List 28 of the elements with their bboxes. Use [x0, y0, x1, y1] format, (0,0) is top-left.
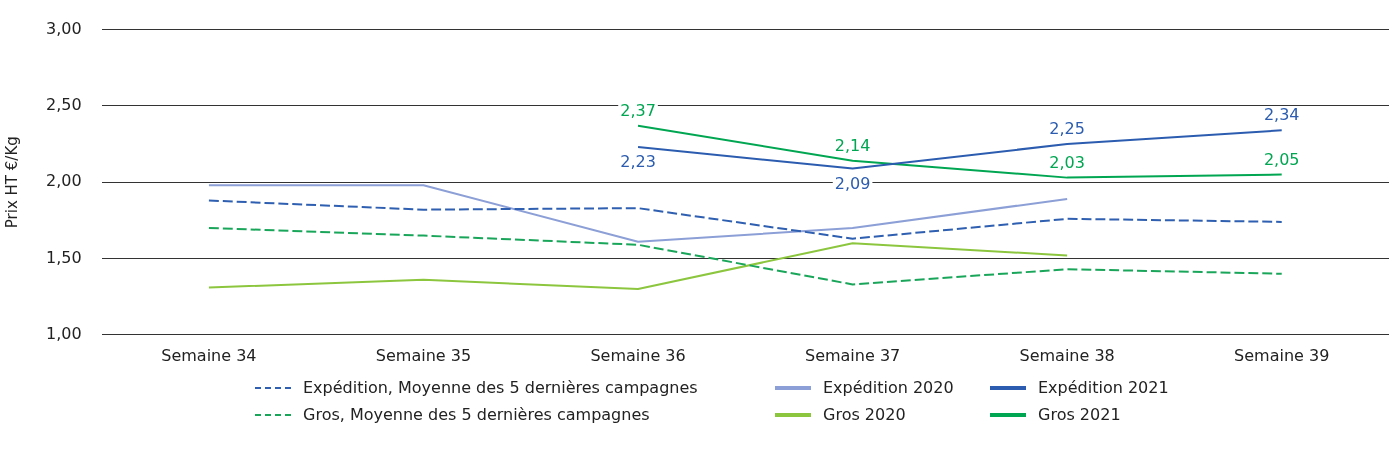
legend-label: Expédition 2021: [1038, 378, 1169, 397]
y-axis-title: Prix HT €/Kg: [2, 136, 21, 229]
data-label: 2,23: [620, 152, 656, 172]
data-label: 2,14: [834, 135, 871, 155]
data-label: 2,34: [1263, 105, 1300, 125]
y-tick-label: 1,50: [46, 247, 82, 267]
x-tick-label: Semaine 36: [590, 345, 686, 365]
x-tick-label: Semaine 37: [804, 345, 901, 365]
data-label: 2,05: [1263, 149, 1300, 169]
legend-label: Gros 2021: [1038, 405, 1121, 424]
legend-label: Expédition, Moyenne des 5 dernières campagnes: [303, 378, 698, 397]
x-tick-label: Semaine 39: [1234, 345, 1330, 365]
y-tick-label: 1,00: [46, 323, 82, 343]
data-label: 2,37: [620, 100, 656, 120]
x-tick-label: Semaine 38: [1019, 345, 1115, 365]
line-series: [207, 226, 1283, 286]
y-tick-label: 3,00: [46, 18, 82, 38]
line-series: [207, 199, 1283, 240]
legend-label: Gros 2020: [823, 405, 906, 424]
legend-label: Gros, Moyenne des 5 dernières campagnes: [303, 405, 650, 424]
x-tick-label: Semaine 35: [375, 345, 472, 365]
y-tick-label: 2,00: [46, 171, 82, 191]
x-tick-label: Semaine 34: [161, 345, 257, 365]
y-tick-label: 2,50: [46, 95, 82, 115]
data-label: 2,09: [834, 173, 871, 193]
legend-label: Expédition 2020: [823, 378, 954, 397]
data-label: 2,03: [1049, 152, 1085, 172]
data-label: 2,25: [1049, 119, 1085, 139]
